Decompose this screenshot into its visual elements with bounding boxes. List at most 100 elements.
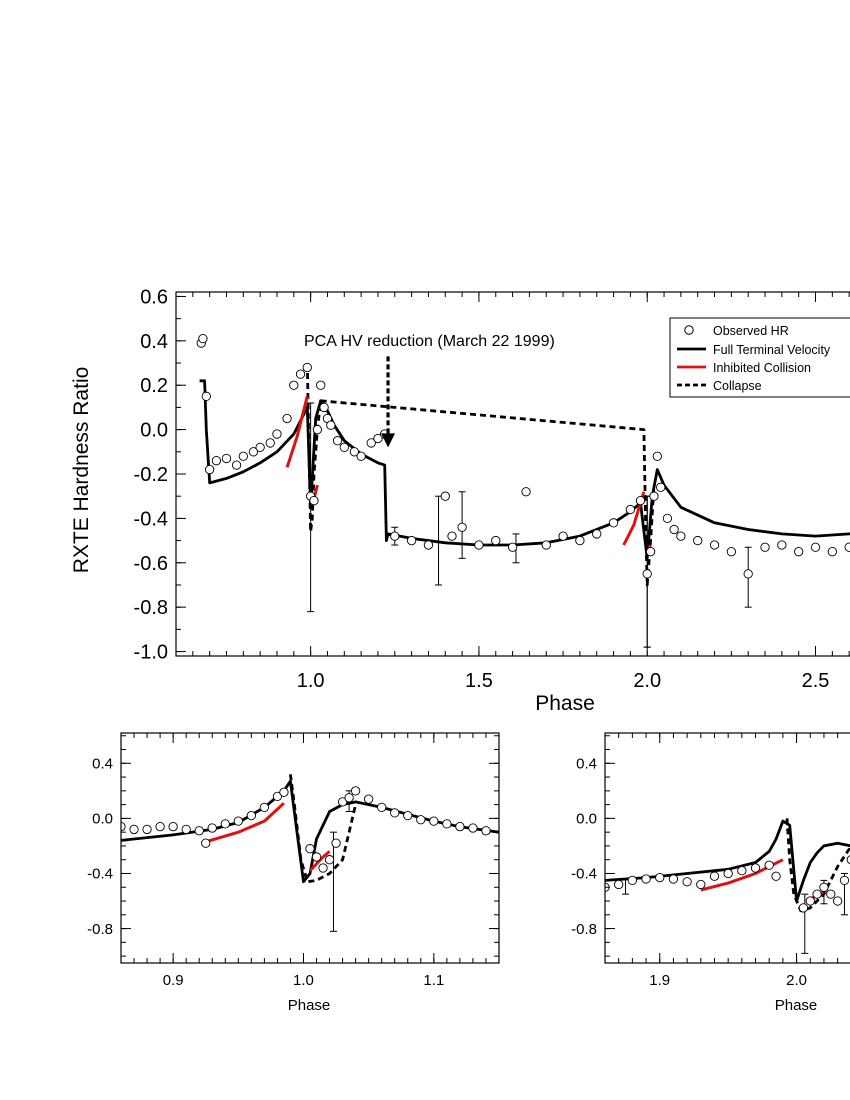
observed-hr-point	[324, 855, 335, 865]
y-tick-label: 0.4	[576, 756, 597, 773]
observed-hr-point	[220, 819, 230, 829]
observed-hr-point	[373, 433, 383, 444]
observed-hr-point	[259, 802, 270, 813]
full-terminal-velocity-curve	[121, 779, 499, 884]
inset-left-chart: 0.9 1.0 1.1 0.4 0.0 -0.4 -0.8 Phase	[87, 732, 500, 1014]
x-tick-label: 1.9	[649, 972, 670, 989]
observed-hr-point	[641, 874, 651, 884]
observed-hr-point	[676, 531, 686, 541]
observed-hr-point	[318, 863, 328, 873]
observed-hr-point	[627, 875, 638, 886]
legend-entry-collapse: Collapse	[677, 379, 762, 393]
observed-hr-point	[289, 380, 299, 390]
observed-hr-point	[447, 531, 457, 541]
observed-hr-point	[668, 874, 679, 884]
main-chart: 1.0 1.5 2.0 2.5 0.6 0.4 0.2 0.0 -0.2 -0.4 -0.6 -0.8…	[70, 286, 850, 715]
observed-hr-point	[364, 794, 374, 804]
inhibited-collision-curve	[205, 802, 285, 844]
observed-hr-point	[723, 868, 733, 879]
annotation-pca-hv: PCA HV reduction (March 22 1999)	[304, 333, 555, 350]
observed-hr-point	[819, 882, 829, 892]
observed-hr-point	[339, 442, 349, 453]
observed-hr-point	[198, 333, 208, 344]
y-tick-label: -1.0	[134, 642, 168, 664]
observed-hr-point	[771, 871, 781, 881]
observed-hr-point	[356, 451, 366, 461]
observed-hr-point	[642, 569, 652, 579]
observed-hr-point	[491, 535, 501, 546]
observed-hr-point	[201, 838, 211, 848]
observed-hr-point	[839, 875, 850, 886]
observed-hr-point	[844, 542, 850, 552]
x-tick-label: 2.0	[786, 972, 807, 989]
observed-hr-point	[682, 877, 692, 887]
observed-hr-point	[272, 791, 283, 802]
observed-hr-point	[279, 787, 289, 797]
observed-hr-point	[233, 816, 243, 826]
observed-hr-point	[521, 487, 531, 497]
observed-hr-point	[344, 793, 354, 803]
observed-hr-point	[168, 822, 178, 832]
observed-hr-point	[331, 838, 341, 848]
observed-hr-point	[625, 504, 636, 515]
observed-hr-point	[635, 495, 646, 506]
annotation-arrow	[381, 356, 396, 448]
observed-hr-point	[743, 569, 753, 579]
observed-hr-point	[760, 542, 770, 552]
observed-hr-point	[777, 540, 787, 550]
observed-hr-point	[669, 524, 679, 535]
observed-hr-point	[309, 495, 319, 506]
main-y-axis-label: RXTE Hardness Ratio	[70, 367, 93, 574]
x-tick-label: 1.0	[293, 972, 314, 989]
legend-entry-observed-hr: Observed HR	[684, 324, 789, 338]
observed-hr-point	[305, 844, 315, 854]
observed-hr-point	[231, 460, 242, 470]
observed-hr-point	[662, 513, 673, 524]
legend-label-full-terminal-velocity: Full Terminal Velocity	[713, 343, 831, 357]
observed-hr-point	[302, 362, 312, 373]
observed-hr-point	[155, 822, 165, 832]
observed-hr-point	[366, 438, 376, 448]
main-x-axis-label: Phase	[535, 692, 595, 715]
observed-hr-point	[709, 540, 720, 550]
observed-hr-point	[507, 542, 518, 552]
observed-hr-point	[238, 451, 248, 461]
y-tick-label: -0.8	[134, 597, 168, 619]
legend-entry-inhibited-collision: Inhibited Collision	[677, 361, 811, 375]
observed-hr-point	[592, 529, 602, 539]
y-tick-label: 0.6	[140, 286, 168, 308]
observed-hr-point	[349, 447, 360, 457]
observed-hr-point	[429, 816, 439, 826]
observed-hr-point	[709, 871, 720, 881]
observed-hr-point	[474, 540, 484, 550]
observed-hr-point	[207, 823, 217, 833]
observed-hr-point	[350, 786, 361, 796]
observed-hr-point	[221, 453, 232, 464]
observed-hr-point	[416, 815, 426, 825]
observed-hr-point	[181, 824, 191, 835]
observed-hr-point	[295, 369, 306, 379]
observed-hr-point	[272, 429, 282, 439]
observed-hr-point	[645, 547, 656, 557]
observed-hr-point	[194, 826, 204, 836]
observed-hr-point	[377, 802, 387, 813]
inset-right-chart: 1.9 2.0 0.4 0.0 -0.4 -0.8 Phase	[571, 732, 850, 1014]
inhibited-collision-curve	[285, 395, 309, 468]
legend: Observed HR Full Terminal Velocity Inhib…	[669, 317, 850, 398]
y-tick-label: -0.6	[134, 553, 168, 575]
observed-hr-point	[390, 808, 400, 818]
observed-hr-point	[810, 542, 821, 552]
observed-hr-point	[798, 903, 809, 913]
observed-hr-point	[312, 424, 323, 435]
observed-hr-point	[255, 442, 265, 453]
observed-hr-point	[649, 491, 659, 501]
y-tick-label: -0.4	[571, 866, 597, 883]
observed-hr-point	[805, 896, 815, 906]
observed-hr-point	[541, 540, 551, 550]
observed-hr-point	[319, 402, 329, 413]
observed-hr-point	[211, 456, 222, 466]
observed-hr-point	[440, 491, 450, 501]
observed-hr-point	[827, 547, 837, 557]
inset-left-plot-area	[121, 774, 499, 932]
